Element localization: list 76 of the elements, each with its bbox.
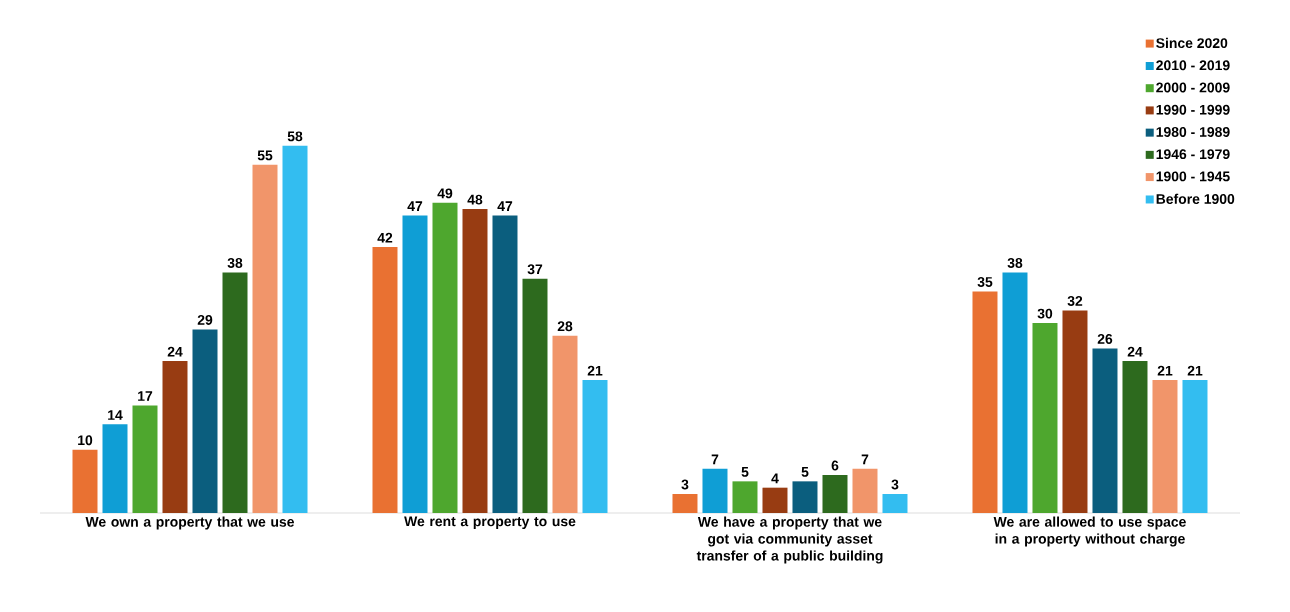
data-label: 14 [108,410,123,420]
legend-label: 1900 - 1945 [1156,171,1230,182]
bar [372,247,398,513]
data-label: 21 [1187,365,1203,376]
bar [492,215,518,513]
bar [882,494,908,513]
legend-label: 1990 - 1999 [1156,104,1230,115]
data-label: 7 [861,454,869,465]
data-label: 3 [681,479,689,490]
bar [702,468,728,513]
data-label: 24 [167,346,183,357]
data-label: 10 [78,435,93,446]
bar [732,481,758,513]
data-label: 5 [741,467,749,477]
bar [972,291,998,513]
x-tick-label: We are allowed to use space in a property without charge [993,516,1186,547]
bar [132,405,158,513]
bar [252,164,278,513]
bar [852,468,878,513]
data-label: 48 [467,194,483,205]
data-label: 47 [497,201,513,211]
bar [162,361,188,513]
bar [1182,380,1208,513]
bar [222,272,248,513]
data-label: 28 [557,321,573,332]
data-label: 35 [977,276,993,287]
bar [402,215,428,513]
data-label: 58 [287,131,303,142]
data-label: 6 [831,460,839,471]
data-label: 5 [801,467,809,477]
data-label: 17 [138,391,153,401]
data-label: 26 [1097,333,1113,344]
data-label: 38 [227,258,243,268]
bar [672,494,698,513]
data-label: 4 [771,473,779,484]
bar [72,449,98,513]
legend-label: 2010 - 2019 [1156,60,1230,71]
bar [432,202,458,513]
bar [1092,348,1118,513]
x-tick-label: We own a property that we use [85,516,295,530]
bar [192,329,218,513]
bar [1002,272,1028,513]
data-label: 30 [1037,308,1053,319]
legend-label: Since 2020 [1156,37,1228,49]
data-label: 42 [377,232,393,243]
bar [1062,310,1088,513]
bar [102,424,128,513]
data-label: 3 [891,479,899,490]
bar [282,145,308,513]
legend-label: 2000 - 2009 [1156,82,1230,93]
bar [462,209,488,513]
bar [1032,323,1058,513]
x-tick-label: We have a property that we got via community asset transfer of a public building [696,516,883,564]
data-label: 32 [1067,295,1083,306]
legend-label: 1980 - 1989 [1156,127,1230,137]
bar [552,335,578,513]
data-label: 7 [711,454,719,465]
data-label: 29 [197,315,213,325]
bar [762,487,788,513]
data-label: 47 [407,201,423,211]
bar [822,475,848,513]
bar [522,278,548,513]
x-tick-label: We rent a property to use [404,516,576,530]
data-label: 21 [587,365,603,376]
legend-label: Before 1900 [1156,193,1235,204]
data-label: 38 [1007,258,1023,268]
data-label: 49 [437,188,453,199]
data-label: 37 [527,264,543,275]
bar [582,380,608,513]
data-label: 24 [1127,346,1143,357]
data-label: 21 [1157,365,1173,376]
bar [792,481,818,513]
legend-label: 1946 - 1979 [1156,149,1230,160]
data-label: 55 [257,150,273,161]
bar [1122,361,1148,513]
bar [1152,380,1178,513]
